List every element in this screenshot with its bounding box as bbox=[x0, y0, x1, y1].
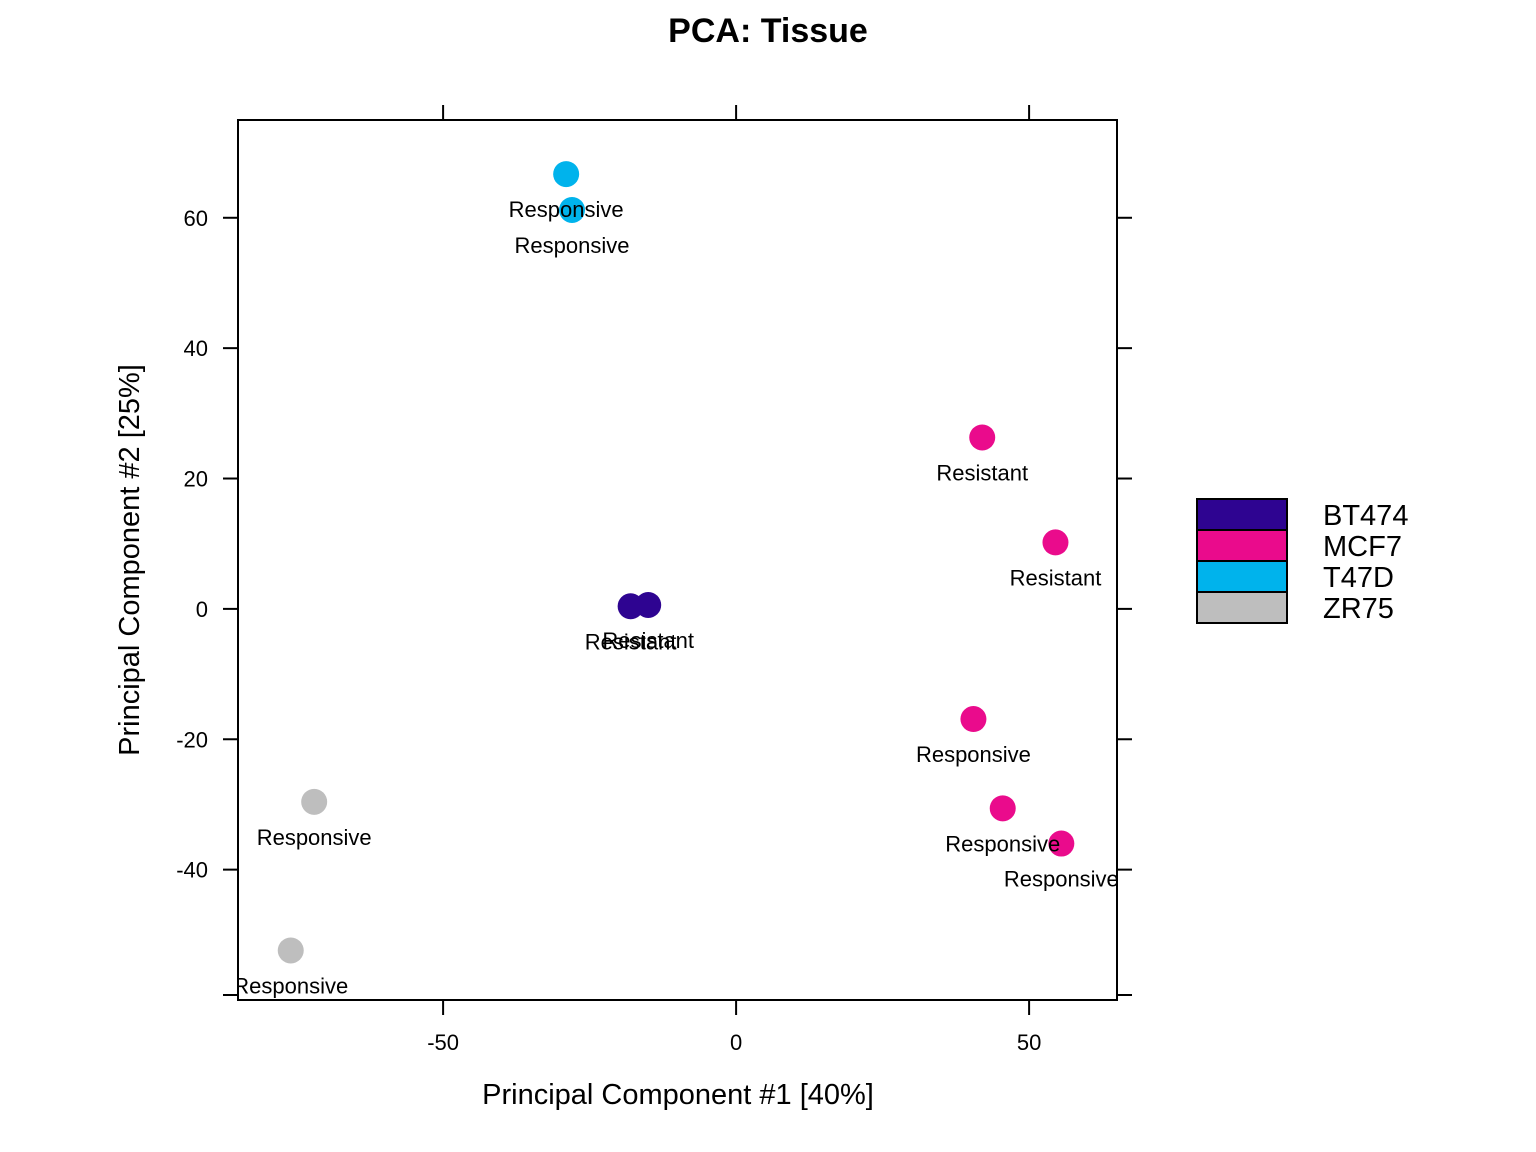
legend-swatch-mcf7 bbox=[1196, 529, 1288, 562]
legend-label-zr75: ZR75 bbox=[1323, 593, 1394, 625]
data-point-zr75 bbox=[301, 788, 328, 815]
x-tick-label: 0 bbox=[730, 1030, 742, 1055]
x-axis-label: Principal Component #1 [40%] bbox=[482, 1079, 874, 1111]
axes: -50 0 50 -40 -20 0 20 40 60 bbox=[176, 105, 1132, 1055]
x-tick-label: -50 bbox=[427, 1030, 459, 1055]
point-label: Responsive bbox=[515, 233, 630, 258]
y-axis-label: Principal Component #2 [25%] bbox=[114, 364, 146, 756]
x-tick-label: 50 bbox=[1017, 1030, 1041, 1055]
point-label: Resistant bbox=[1010, 565, 1102, 590]
legend-label-mcf7: MCF7 bbox=[1323, 531, 1402, 563]
point-label: Responsive bbox=[945, 831, 1060, 856]
data-point-t47d bbox=[559, 196, 586, 223]
legend-swatch-zr75 bbox=[1196, 591, 1288, 624]
legend-swatch-bt474 bbox=[1196, 498, 1288, 531]
legend-label-bt474: BT474 bbox=[1323, 500, 1408, 532]
y-tick-label: 0 bbox=[196, 597, 208, 622]
point-label: Responsive bbox=[916, 742, 1031, 767]
legend-label-t47d: T47D bbox=[1323, 562, 1394, 594]
point-label: Resistant bbox=[602, 628, 694, 653]
y-tick-label: -20 bbox=[176, 727, 208, 752]
legend-swatch-t47d bbox=[1196, 560, 1288, 593]
y-tick-label: 20 bbox=[184, 467, 208, 492]
data-point-mcf7 bbox=[969, 424, 996, 451]
data-point-mcf7 bbox=[1048, 830, 1075, 857]
chart-title: PCA: Tissue bbox=[668, 12, 868, 50]
data-points bbox=[277, 161, 1075, 964]
point-labels: ResistantResistantResistantResistantResp… bbox=[233, 197, 1119, 998]
data-point-mcf7 bbox=[1042, 529, 1069, 556]
data-point-mcf7 bbox=[989, 795, 1016, 822]
data-point-t47d bbox=[553, 161, 580, 188]
data-point-bt474 bbox=[635, 591, 662, 618]
point-label: Resistant bbox=[936, 460, 1028, 485]
data-point-zr75 bbox=[277, 937, 304, 964]
point-label: Responsive bbox=[1004, 867, 1119, 892]
point-label: Resistant bbox=[585, 629, 677, 654]
y-tick-label: -40 bbox=[176, 858, 208, 883]
point-label: Responsive bbox=[257, 825, 372, 850]
data-point-mcf7 bbox=[960, 706, 987, 733]
point-label: Responsive bbox=[509, 197, 624, 222]
y-tick-label: 40 bbox=[184, 336, 208, 361]
plot-frame bbox=[237, 119, 1118, 1001]
y-tick-label: 60 bbox=[184, 206, 208, 231]
point-label: Responsive bbox=[233, 973, 348, 998]
